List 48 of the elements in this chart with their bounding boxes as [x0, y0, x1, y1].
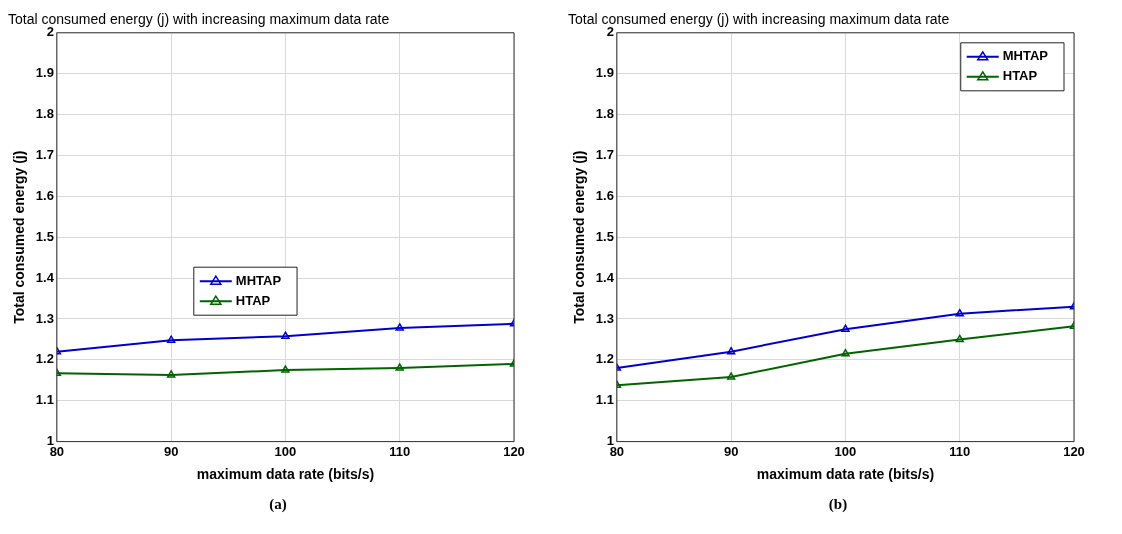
x-tick-label: 120	[1063, 443, 1085, 459]
point	[955, 308, 964, 317]
legend-label: MHTAP	[235, 272, 282, 288]
y-tick-label: 1.3	[35, 310, 54, 326]
point	[841, 324, 850, 332]
x-tick-label: 110	[389, 443, 411, 459]
y-tick-label: 1.5	[595, 228, 614, 244]
y-tick-label: 1.4	[35, 269, 55, 285]
y-axis-title: Total consumed energy (j)	[11, 150, 28, 324]
point	[281, 365, 290, 373]
x-tick-label: 100	[834, 443, 857, 459]
text: (b)	[827, 496, 849, 513]
point	[166, 370, 176, 378]
x-tick-label: 120	[503, 443, 525, 459]
y-tick-label: 1.8	[595, 106, 614, 122]
y-tick-label: 1.4	[595, 269, 615, 285]
y-tick-label: 1.2	[35, 351, 54, 367]
legend-label: HTAP	[235, 292, 271, 308]
point	[395, 323, 404, 331]
point	[955, 334, 964, 343]
y-tick-label: 1.6	[35, 187, 54, 203]
legend-label: HTAP	[1002, 68, 1038, 84]
point	[395, 363, 404, 371]
y-tick-label: 1.2	[595, 351, 614, 367]
y-tick-label: 1.9	[595, 65, 614, 81]
point	[166, 335, 176, 343]
y-tick-label: 1.7	[595, 147, 614, 163]
y-tick-label: 1.8	[35, 106, 54, 122]
x-tick-label: 110	[949, 443, 971, 459]
point	[726, 346, 736, 355]
x-axis-title: maximum data rate (bits/s)	[756, 466, 935, 483]
legend-label: MHTAP	[1002, 48, 1049, 64]
text: (a)	[268, 496, 288, 513]
point	[726, 372, 736, 380]
y-axis-title: Total consumed energy (j)	[571, 150, 588, 324]
y-tick-label: 1.1	[595, 392, 614, 408]
y-tick-label: 1.5	[35, 228, 54, 244]
point	[841, 348, 850, 357]
x-tick-label: 100	[274, 443, 297, 459]
y-tick-label: 1.7	[35, 147, 54, 163]
y-tick-label: 1.6	[595, 187, 614, 203]
x-axis-title: maximum data rate (bits/s)	[196, 466, 375, 483]
x-tick-label: 90	[723, 443, 739, 459]
y-tick-label: 1.3	[595, 310, 614, 326]
y-tick-label: 1.9	[35, 65, 54, 81]
y-tick-label: 1.1	[35, 392, 54, 408]
point	[281, 331, 290, 339]
x-tick-label: 90	[163, 443, 179, 459]
